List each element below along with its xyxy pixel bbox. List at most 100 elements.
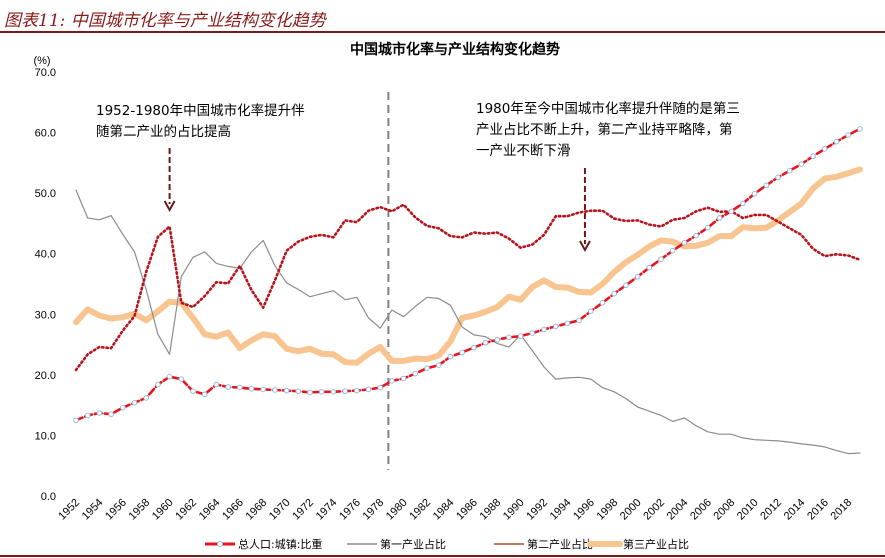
data-point xyxy=(623,282,629,289)
data-point xyxy=(506,334,512,341)
x-tick-label: 2004 xyxy=(665,497,691,523)
data-point xyxy=(318,389,325,395)
data-point xyxy=(190,388,196,395)
legend-item: 第一产业占比 xyxy=(347,537,446,551)
data-point xyxy=(400,375,407,382)
data-point xyxy=(330,389,337,395)
x-tick-label: 2010 xyxy=(735,497,761,523)
annotation-text: 1952-1980年中国城市化率提升伴 xyxy=(96,102,305,119)
data-point xyxy=(143,395,149,401)
annotation-text: 1980年至今中国城市化率提升伴随的是第三 xyxy=(476,100,740,117)
data-point xyxy=(634,273,641,280)
x-tick-label: 1954 xyxy=(80,497,106,523)
data-point xyxy=(529,330,536,336)
data-point xyxy=(272,387,278,393)
data-point xyxy=(389,378,395,384)
data-point xyxy=(857,126,863,132)
data-point xyxy=(588,308,594,315)
x-tick-label: 1990 xyxy=(501,497,527,523)
legend-label: 第二产业占比 xyxy=(527,537,593,551)
data-point xyxy=(494,336,501,343)
legend-label: 总人口:城镇:比重 xyxy=(238,537,322,551)
x-tick-label: 1984 xyxy=(431,497,457,523)
data-point xyxy=(131,399,138,406)
x-tick-label: 1996 xyxy=(571,497,597,523)
data-point xyxy=(412,370,419,377)
data-point xyxy=(435,362,442,368)
data-point xyxy=(798,161,805,167)
chart-title: 中国城市化率与产业结构变化趋势 xyxy=(350,41,560,58)
x-tick-label: 1976 xyxy=(337,497,363,523)
data-point xyxy=(365,386,372,393)
series-line-1 xyxy=(75,189,861,455)
y-tick-label: 60.0 xyxy=(35,128,56,140)
data-point xyxy=(201,391,208,398)
data-point xyxy=(447,353,454,360)
x-tick-label: 1968 xyxy=(244,497,270,523)
top-divider xyxy=(0,31,885,33)
data-point xyxy=(681,240,688,246)
legend-item: 第三产业占比 xyxy=(587,537,689,551)
data-point xyxy=(763,182,770,189)
data-point xyxy=(342,388,348,395)
x-tick-label: 1978 xyxy=(361,497,387,523)
data-point xyxy=(658,256,664,262)
data-point xyxy=(248,385,255,392)
data-point xyxy=(225,384,231,390)
arrow-head-icon xyxy=(579,240,591,253)
x-tick-label: 1970 xyxy=(267,497,293,523)
data-point xyxy=(73,417,79,424)
data-point xyxy=(669,247,676,254)
x-tick-label: 1962 xyxy=(173,497,199,523)
y-tick-label: 40.0 xyxy=(35,249,56,261)
data-point xyxy=(84,412,91,419)
data-point xyxy=(96,410,103,416)
x-tick-label: 1992 xyxy=(524,497,550,523)
data-point xyxy=(166,373,173,380)
x-tick-label: 1988 xyxy=(478,497,504,523)
data-point xyxy=(471,344,477,351)
x-tick-label: 2002 xyxy=(641,497,667,523)
data-point xyxy=(693,232,699,239)
data-point xyxy=(833,138,840,145)
annotation-text: 一产业不断下滑 xyxy=(476,143,571,159)
data-point xyxy=(108,411,114,418)
data-point xyxy=(564,320,571,327)
legend-label: 第一产业占比 xyxy=(380,537,446,551)
y-tick-label: 10.0 xyxy=(35,430,56,442)
legend-item: 总人口:城镇:比重 xyxy=(205,537,322,551)
x-tick-label: 1974 xyxy=(314,497,340,523)
data-point xyxy=(237,384,243,391)
data-point xyxy=(845,132,852,138)
x-tick-label: 1982 xyxy=(407,497,433,523)
legend-label: 第三产业占比 xyxy=(623,537,689,551)
x-tick-label: 2008 xyxy=(712,497,738,523)
legend-item: 第二产业占比 xyxy=(494,537,593,551)
series-line-0 xyxy=(74,127,862,422)
x-tick-label: 1986 xyxy=(454,497,480,523)
data-point xyxy=(283,387,290,394)
data-point xyxy=(424,365,430,371)
data-point xyxy=(552,323,559,330)
data-point xyxy=(751,190,758,197)
data-point xyxy=(178,376,185,382)
data-point xyxy=(155,381,161,388)
data-point xyxy=(120,404,126,411)
data-point xyxy=(822,146,828,152)
arrow-head-icon xyxy=(163,200,176,213)
data-point xyxy=(728,208,735,215)
data-point xyxy=(810,153,816,159)
x-tick-label: 1960 xyxy=(150,497,176,523)
y-tick-label: 30.0 xyxy=(35,309,56,321)
x-tick-label: 1980 xyxy=(384,497,410,523)
data-point xyxy=(482,339,489,346)
y-tick-label: 50.0 xyxy=(35,188,56,200)
x-tick-label: 2012 xyxy=(758,497,784,523)
x-tick-label: 2018 xyxy=(829,497,855,523)
data-point xyxy=(213,381,220,388)
x-tick-label: 1966 xyxy=(220,497,246,523)
x-tick-label: 1994 xyxy=(548,497,574,523)
data-point xyxy=(599,299,606,306)
y-axis-label: (%) xyxy=(33,55,50,67)
